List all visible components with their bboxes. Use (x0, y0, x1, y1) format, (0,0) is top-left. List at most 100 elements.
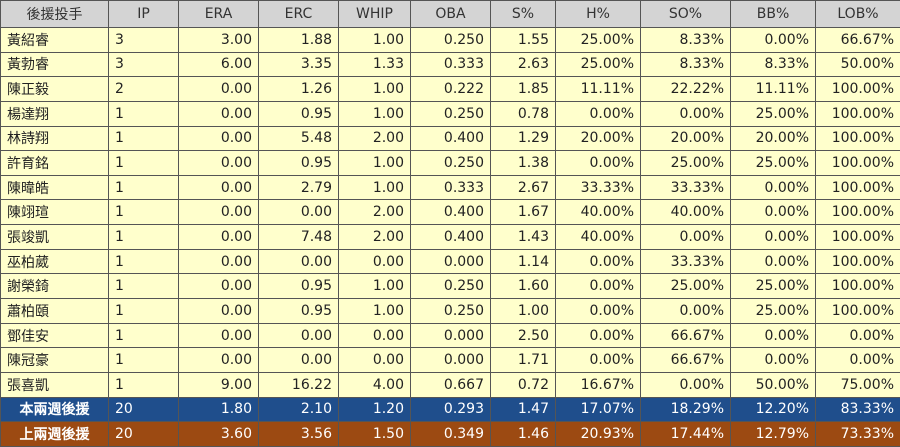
cell: 33.33% (640, 174, 731, 201)
cell: 1.00 (338, 150, 411, 176)
cell: 3.00 (178, 27, 259, 53)
cell: 上兩週後援 (0, 421, 109, 447)
cell: 17.07% (555, 396, 641, 423)
cell: 33.33% (640, 248, 731, 275)
data-row: 林詩翔 1 0.00 5.48 2.00 0.400 1.29 20.00% 20.00% 20.… (0, 125, 900, 152)
data-row: 楊達翔 1 0.00 0.95 1.00 0.250 0.78 0.00% 0.00% 25.00… (0, 100, 900, 127)
cell: 陳冠豪 (0, 347, 109, 373)
cell: 7.48 (258, 224, 339, 250)
header-cell: ERA (178, 0, 259, 28)
cell: 0.00% (730, 224, 816, 250)
header-cell: S% (490, 0, 556, 28)
header-cell: H% (555, 0, 641, 28)
cell: 0.250 (410, 27, 491, 53)
cell: 0.250 (410, 298, 491, 324)
cell: 0.00% (730, 199, 816, 226)
cell: 1 (108, 125, 179, 152)
cell: 1.38 (490, 150, 556, 176)
cell: 巫柏葳 (0, 248, 109, 275)
cell: 2.00 (338, 125, 411, 152)
cell: 1.88 (258, 27, 339, 53)
cell: 20.00% (640, 125, 731, 152)
cell: 1 (108, 273, 179, 300)
header-cell: ERC (258, 0, 339, 28)
cell: 3.56 (258, 421, 339, 447)
cell: 0.333 (410, 51, 491, 78)
cell: 0.00 (178, 174, 259, 201)
cell: 0.250 (410, 273, 491, 300)
cell: 0.00% (730, 322, 816, 349)
cell: 1 (108, 150, 179, 176)
cell: 100.00% (815, 199, 900, 226)
cell: 8.33% (640, 27, 731, 53)
cell: 0.00% (555, 248, 641, 275)
cell: 0.00% (555, 100, 641, 127)
cell: 0.00 (338, 347, 411, 373)
cell: 100.00% (815, 248, 900, 275)
data-row: 許育銘 1 0.00 0.95 1.00 0.250 1.38 0.00% 25.00% 25.0… (0, 150, 900, 176)
cell: 1.67 (490, 199, 556, 226)
cell: 100.00% (815, 125, 900, 152)
cell: 40.00% (555, 199, 641, 226)
cell: 8.33% (640, 51, 731, 78)
cell: 3 (108, 27, 179, 53)
header-cell: BB% (730, 0, 816, 28)
cell: 16.22 (258, 371, 339, 398)
cell: 0.400 (410, 224, 491, 250)
cell: 40.00% (555, 224, 641, 250)
cell: 2.50 (490, 322, 556, 349)
cell: 40.00% (640, 199, 731, 226)
cell: 1.20 (338, 396, 411, 423)
cell: 1.85 (490, 76, 556, 102)
data-row: 陳冠豪 1 0.00 0.00 0.00 0.000 1.71 0.00% 66.67% 0.00… (0, 347, 900, 373)
cell: 1.00 (338, 298, 411, 324)
cell: 1.29 (490, 125, 556, 152)
cell: 25.00% (640, 150, 731, 176)
cell: 0.00% (555, 322, 641, 349)
cell: 1 (108, 347, 179, 373)
cell: 0.349 (410, 421, 491, 447)
data-row: 陳翊瑄 1 0.00 0.00 2.00 0.400 1.67 40.00% 40.00% 0.0… (0, 199, 900, 226)
cell: 1.14 (490, 248, 556, 275)
cell: 張喜凱 (0, 371, 109, 398)
cell: 2.67 (490, 174, 556, 201)
cell: 22.22% (640, 76, 731, 102)
cell: 20 (108, 421, 179, 447)
cell: 0.00 (178, 224, 259, 250)
cell: 25.00% (730, 273, 816, 300)
summary-row: 上兩週後援 20 3.60 3.56 1.50 0.349 1.46 20.93% 17.44%… (0, 421, 900, 447)
cell: 0.250 (410, 150, 491, 176)
cell: 9.00 (178, 371, 259, 398)
cell: 0.00% (640, 224, 731, 250)
cell: 33.33% (555, 174, 641, 201)
cell: 0.400 (410, 199, 491, 226)
cell: 1.00 (338, 27, 411, 53)
cell: 楊達翔 (0, 100, 109, 127)
cell: 0.00% (815, 322, 900, 349)
cell: 0.00% (730, 248, 816, 275)
cell: 陳翊瑄 (0, 199, 109, 226)
cell: 2 (108, 76, 179, 102)
cell: 11.11% (555, 76, 641, 102)
cell: 20.00% (555, 125, 641, 152)
cell: 1.00 (338, 100, 411, 127)
cell: 6.00 (178, 51, 259, 78)
data-row: 謝榮錡 1 0.00 0.95 1.00 0.250 1.60 0.00% 25.00% 25.0… (0, 273, 900, 300)
cell: 1.60 (490, 273, 556, 300)
cell: 20.93% (555, 421, 641, 447)
cell: 100.00% (815, 100, 900, 127)
cell: 1.00 (490, 298, 556, 324)
cell: 0.00 (258, 199, 339, 226)
cell: 0.95 (258, 100, 339, 127)
cell: 1.00 (338, 174, 411, 201)
cell: 25.00% (640, 273, 731, 300)
header-cell: WHIP (338, 0, 411, 28)
cell: 0.250 (410, 100, 491, 127)
cell: 100.00% (815, 174, 900, 201)
header-cell: SO% (640, 0, 731, 28)
cell: 鄧佳安 (0, 322, 109, 349)
cell: 50.00% (730, 371, 816, 398)
cell: 1 (108, 322, 179, 349)
cell: 73.33% (815, 421, 900, 447)
